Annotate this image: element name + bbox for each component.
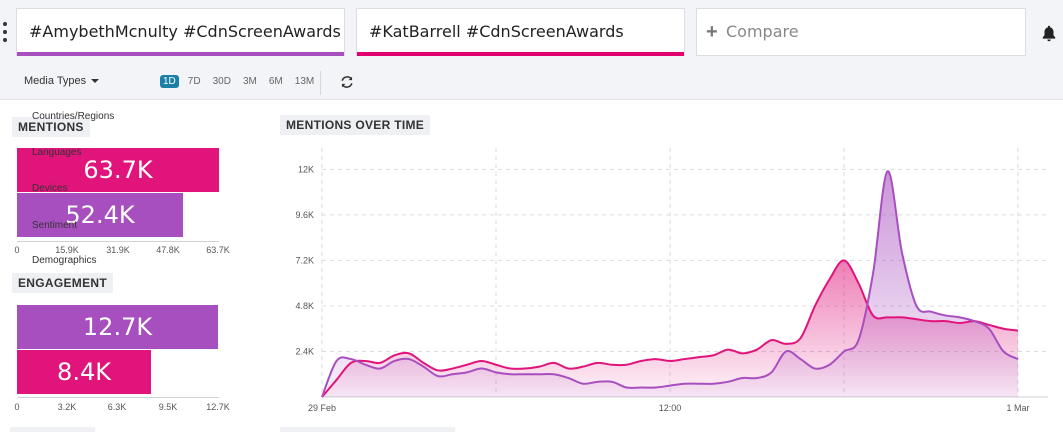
time-range-selector: 1D 7D 30D 3M 6M 13M (160, 75, 317, 88)
dashboard-content: MENTIONS 63.7K 52.4K 0 15.9K 31.9K 47.8K… (0, 100, 1063, 432)
mentions-title: MENTIONS (12, 117, 90, 137)
y-tick-label: 2.4K (295, 346, 314, 356)
search-term-1[interactable]: #AmybethMcnulty #CdnScreenAwards (16, 8, 345, 56)
mentions-tick: 31.9K (106, 245, 130, 255)
x-tick-label: 1 Mar (1006, 403, 1029, 413)
mentions-tick: 63.7K (206, 245, 230, 255)
mentions-bar-kat-label: 63.7K (83, 156, 153, 184)
search-term-2[interactable]: #KatBarrell #CdnScreenAwards (356, 8, 685, 56)
range-6m[interactable]: 6M (268, 76, 283, 87)
mentions-bar-kat[interactable]: 63.7K (17, 148, 219, 192)
chart-title: MENTIONS OVER TIME (280, 115, 431, 135)
search-term-1-color-bar (17, 52, 344, 56)
range-13m[interactable]: 13M (294, 76, 315, 87)
engagement-axis (17, 397, 219, 398)
menu-sentiment[interactable]: Sentiment (32, 220, 78, 231)
engagement-tick: 12.7K (206, 402, 230, 412)
y-tick-label: 12K (298, 164, 314, 174)
compare-placeholder: Compare (726, 22, 799, 41)
engagement-bar-amybeth[interactable]: 12.7K (17, 305, 218, 349)
search-term-2-text: #KatBarrell #CdnScreenAwards (369, 22, 624, 41)
search-term-2-color-bar (357, 52, 684, 56)
y-tick-label: 7.2K (295, 255, 314, 265)
range-3m[interactable]: 3M (242, 76, 257, 87)
mentions-tick: 0 (14, 245, 20, 255)
menu-languages[interactable]: Languages (32, 147, 82, 158)
engagement-bar-kat-label: 8.4K (57, 358, 111, 386)
divider (320, 71, 321, 95)
more-options-icon[interactable] (2, 22, 8, 42)
compare-input[interactable]: + Compare (696, 8, 1026, 56)
mentions-tick: 15.9K (55, 245, 79, 255)
x-tick-label: 29 Feb (308, 403, 336, 413)
mentions-bar-amybeth[interactable]: 52.4K (17, 193, 183, 237)
menu-devices[interactable]: Devices (32, 183, 68, 194)
engagement-tick: 3.2K (57, 402, 77, 412)
mentions-tick: 47.8K (156, 245, 180, 255)
filter-row: Media Types 1D 7D 30D 3M 6M 13M (0, 66, 1063, 100)
media-types-dropdown[interactable]: Media Types (24, 75, 100, 87)
media-types-label: Media Types (24, 75, 87, 87)
mentions-over-time-chart[interactable]: 2.4K 4.8K 7.2K 9.6K 12K 29 Feb 12:00 1 Mar (276, 140, 1063, 420)
bell-icon[interactable] (1040, 24, 1058, 42)
search-bar: #AmybethMcnulty #CdnScreenAwards #KatBar… (0, 0, 1063, 66)
mentions-axis (17, 241, 219, 242)
refresh-icon[interactable] (340, 75, 354, 89)
y-tick-label: 4.8K (295, 301, 314, 311)
menu-demographics[interactable]: Demographics (32, 255, 97, 266)
x-tick-label: 12:00 (659, 403, 682, 413)
engagement-tick: 0 (14, 402, 20, 412)
range-7d[interactable]: 7D (187, 76, 201, 87)
caret-down-icon (91, 79, 100, 84)
search-term-1-text: #AmybethMcnulty #CdnScreenAwards (29, 22, 341, 41)
series-line (321, 170, 1019, 398)
mentions-bar-amybeth-label: 52.4K (65, 201, 135, 229)
range-1d[interactable]: 1D (160, 75, 179, 88)
engagement-tick: 6.3K (107, 402, 127, 412)
section-tab-bottom (10, 427, 95, 432)
engagement-title: ENGAGEMENT (12, 273, 114, 293)
series-area (322, 171, 1018, 397)
section-tab-bottom (280, 427, 455, 432)
menu-countries-regions[interactable]: Countries/Regions (32, 111, 115, 122)
series-line (321, 259, 1019, 398)
engagement-bar-amybeth-label: 12.7K (82, 313, 153, 341)
plus-icon: + (706, 21, 718, 43)
y-tick-label: 9.6K (295, 210, 314, 220)
range-30d[interactable]: 30D (212, 76, 231, 87)
engagement-tick: 9.5K (158, 402, 178, 412)
engagement-bar-kat[interactable]: 8.4K (17, 350, 151, 394)
